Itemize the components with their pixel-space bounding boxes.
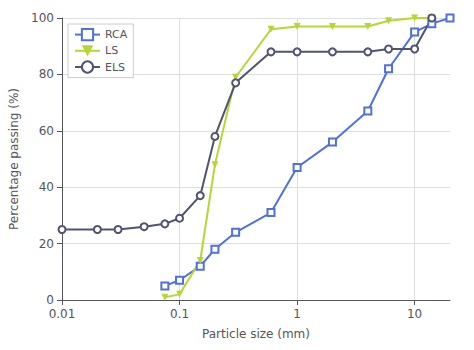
- svg-text:0.01: 0.01: [49, 307, 76, 321]
- svg-text:ELS: ELS: [105, 61, 125, 74]
- svg-text:100: 100: [31, 11, 54, 25]
- svg-text:40: 40: [39, 180, 54, 194]
- svg-text:0: 0: [46, 293, 54, 307]
- svg-text:Particle size (mm): Particle size (mm): [202, 327, 310, 341]
- svg-text:1: 1: [293, 307, 301, 321]
- svg-text:20: 20: [39, 237, 54, 251]
- svg-text:LS: LS: [105, 44, 118, 57]
- svg-text:60: 60: [39, 124, 54, 138]
- svg-text:RCA: RCA: [105, 28, 128, 41]
- svg-text:0.1: 0.1: [170, 307, 189, 321]
- svg-text:10: 10: [407, 307, 422, 321]
- svg-text:80: 80: [39, 67, 54, 81]
- svg-text:Percentage passing (%): Percentage passing (%): [7, 88, 21, 230]
